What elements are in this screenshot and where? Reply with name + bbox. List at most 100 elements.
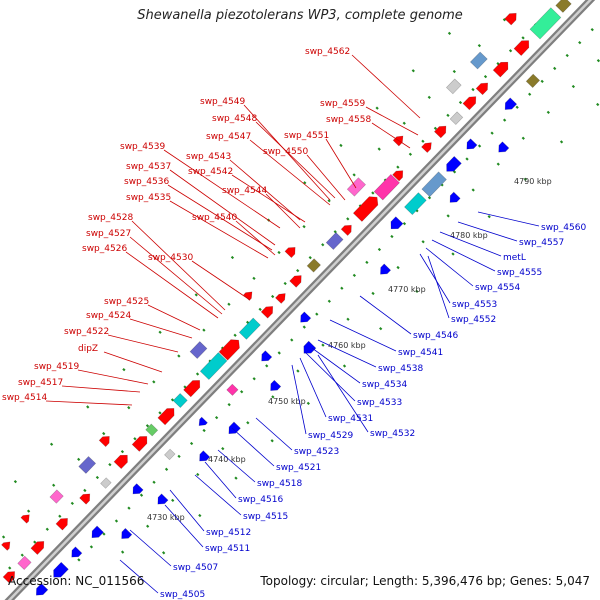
gene-shape (340, 224, 352, 236)
label-leader-line (45, 400, 133, 406)
tick-mark (365, 260, 369, 265)
gene-label-reverse: swp_4529 (308, 431, 353, 441)
gene-shape (228, 421, 241, 435)
gene-label-forward: swp_4537 (126, 162, 171, 172)
gene-shape (466, 138, 478, 150)
gene-shape (289, 275, 302, 288)
gene-shape (55, 518, 68, 531)
gene-label-reverse: swp_4552 (451, 315, 496, 325)
gene-label-reverse: metL (503, 253, 526, 263)
tick-mark (471, 188, 475, 192)
tick-mark (321, 243, 325, 247)
gene-feature (79, 493, 91, 505)
gene-label-forward: swp_4519 (34, 362, 79, 372)
label-leader-line (439, 231, 502, 257)
gene-feature (199, 450, 211, 462)
tick-mark (402, 221, 407, 226)
gene-shape (49, 489, 64, 504)
gene-shape (131, 436, 148, 452)
gene-feature (131, 436, 148, 452)
tick-mark (183, 385, 187, 389)
tick-mark (578, 40, 582, 45)
tick-mark (283, 281, 287, 286)
tick-mark (227, 302, 231, 306)
gene-feature (492, 61, 509, 78)
gene-feature (71, 546, 83, 558)
gene-feature (433, 125, 447, 139)
gene-feature (529, 7, 562, 40)
label-leader-line (77, 369, 149, 385)
gene-feature (421, 171, 447, 198)
label-leader-line (169, 169, 276, 246)
label-leader-line (255, 121, 336, 199)
gene-shape (284, 247, 296, 259)
gene-shape (121, 527, 133, 539)
tick-mark (83, 488, 87, 493)
gene-feature (404, 192, 427, 216)
tick-mark (490, 131, 494, 135)
gene-shape (446, 155, 462, 172)
gene-feature (199, 352, 228, 380)
label-leader-line (229, 159, 301, 221)
tick-mark (465, 157, 469, 161)
tick-mark (8, 566, 12, 570)
gene-shape (183, 380, 201, 398)
tick-mark (508, 49, 513, 53)
gene-label-reverse: swp_4546 (413, 331, 458, 341)
gene-shape (462, 96, 477, 111)
tick-mark (122, 367, 126, 372)
tick-mark (221, 446, 225, 451)
gene-shape (218, 339, 240, 361)
gene-feature (198, 416, 208, 427)
gene-feature (78, 456, 97, 474)
tick-mark (303, 181, 307, 185)
tick-mark (408, 152, 413, 156)
gene-feature (121, 527, 133, 539)
gene-feature (346, 177, 366, 197)
tick-mark (152, 480, 156, 484)
gene-feature (30, 541, 45, 555)
gene-feature (555, 0, 572, 13)
tick-mark (296, 369, 300, 373)
scale-label: 4750 kbp (268, 397, 306, 406)
gene-shape (275, 293, 286, 304)
gene-shape (445, 78, 462, 95)
tick-mark (352, 273, 356, 277)
tick-mark (546, 110, 550, 115)
label-leader-line (457, 221, 518, 242)
gene-label-reverse: swp_4533 (357, 398, 402, 408)
gene-label-reverse: swp_4560 (541, 223, 586, 233)
gene-feature (289, 275, 302, 288)
tick-mark (233, 333, 237, 337)
tick-mark (451, 252, 455, 256)
scale-label: 4740 kbp (208, 455, 246, 464)
tick-mark (396, 265, 400, 270)
tick-mark (433, 126, 438, 130)
gene-feature (113, 454, 128, 470)
gene-feature (504, 97, 518, 110)
tick-mark (20, 553, 24, 557)
gene-shape (35, 583, 49, 596)
gene-feature (218, 339, 240, 361)
tick-mark (302, 225, 306, 229)
tick-mark (346, 217, 350, 221)
tick-mark (342, 364, 347, 368)
label-leader-line (119, 559, 159, 594)
gene-shape (91, 525, 104, 539)
label-leader-line (317, 354, 369, 433)
tick-mark (427, 196, 432, 200)
gene-label-reverse: swp_4505 (160, 590, 205, 600)
label-leader-line (329, 319, 397, 352)
gene-label-forward: swp_4542 (188, 167, 233, 177)
tick-mark (164, 467, 169, 471)
gene-feature (35, 583, 49, 596)
gene-shape (53, 561, 69, 578)
gene-feature (98, 436, 110, 448)
scale-label: 4790 kbp (514, 177, 552, 186)
tick-mark (270, 439, 274, 443)
label-leader-line (419, 253, 451, 304)
gene-shape (172, 393, 188, 409)
tick-mark (102, 532, 106, 536)
